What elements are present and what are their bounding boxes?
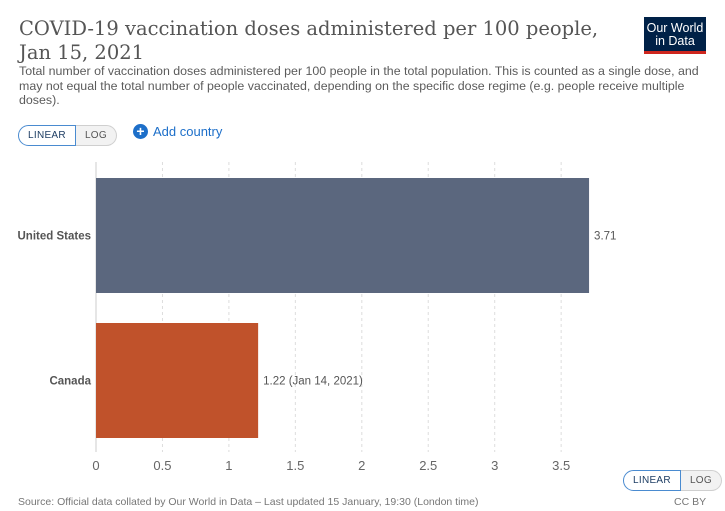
x-tick-label: 2 xyxy=(358,458,365,473)
chart-subtitle: Total number of vaccination doses admini… xyxy=(19,64,699,107)
x-tick-label: 0 xyxy=(92,458,99,473)
scale-toggle-bottom: LINEAR LOG xyxy=(623,470,722,491)
value-label: 1.22 (Jan 14, 2021) xyxy=(263,376,363,388)
category-label: Canada xyxy=(49,376,91,388)
linear-scale-button-bottom[interactable]: LINEAR xyxy=(623,470,681,491)
x-tick-label: 1.5 xyxy=(286,458,304,473)
license-link[interactable]: CC BY xyxy=(674,496,707,508)
chart-title: COVID-19 vaccination doses administered … xyxy=(19,17,599,64)
log-scale-button-bottom[interactable]: LOG xyxy=(680,470,722,491)
logo-line-2: in Data xyxy=(655,34,695,48)
add-country-button[interactable]: + Add country xyxy=(133,124,222,139)
logo-line-1: Our World xyxy=(646,21,704,35)
source-note: Source: Official data collated by Our Wo… xyxy=(18,496,479,508)
value-label: 3.71 xyxy=(594,231,616,243)
x-tick-label: 3.5 xyxy=(552,458,570,473)
x-tick-label: 0.5 xyxy=(153,458,171,473)
category-label: United States xyxy=(18,231,92,243)
x-tick-label: 3 xyxy=(491,458,498,473)
scale-toggle-top: LINEAR LOG xyxy=(18,125,117,146)
linear-scale-button[interactable]: LINEAR xyxy=(18,125,76,146)
bar xyxy=(96,323,259,438)
owid-logo[interactable]: Our World in Data xyxy=(644,17,706,54)
add-country-label: Add country xyxy=(153,124,223,139)
plus-circle-icon: + xyxy=(133,124,148,139)
x-tick-label: 2.5 xyxy=(419,458,437,473)
bar xyxy=(96,178,590,293)
x-tick-label: 1 xyxy=(225,458,232,473)
log-scale-button[interactable]: LOG xyxy=(75,125,117,146)
